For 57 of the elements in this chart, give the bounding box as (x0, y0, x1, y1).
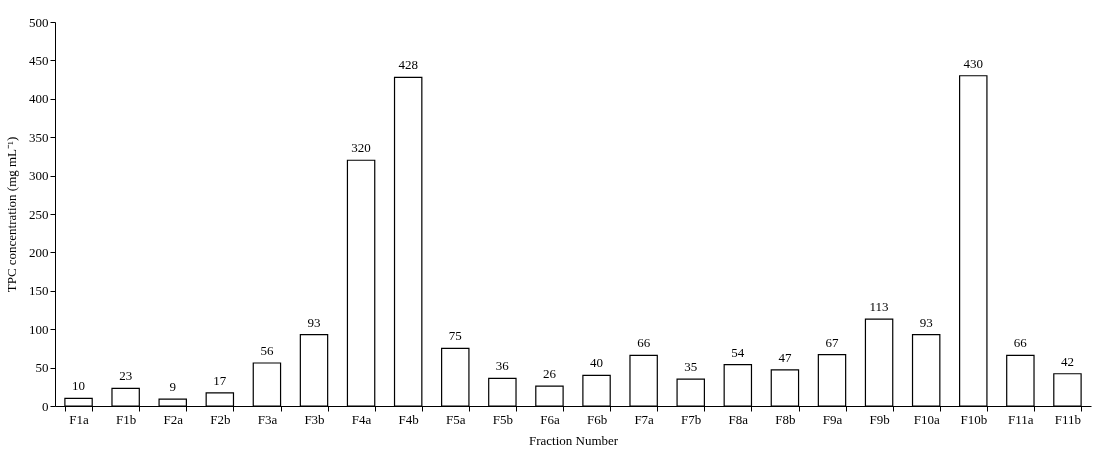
data-label: 9 (169, 379, 176, 395)
x-tick-label: F11b (1054, 411, 1082, 427)
x-tick-label: F5b (492, 411, 513, 427)
data-label: 93 (919, 314, 933, 330)
x-tick-label: F3a (257, 411, 278, 427)
x-tick-label: F10a (913, 411, 940, 427)
data-label: 36 (495, 358, 510, 374)
x-tick-label: F10b (960, 411, 988, 427)
data-label: 17 (213, 372, 227, 388)
data-label: 66 (637, 335, 651, 351)
data-label: 430 (963, 55, 984, 71)
y-tick-label: 100 (29, 321, 49, 337)
y-axis-title: TPC concentration (mg mL⁻¹) (4, 136, 19, 293)
x-tick-label: F4b (398, 411, 419, 427)
x-tick-label: F7b (681, 411, 702, 427)
y-tick-label: 0 (42, 398, 49, 414)
x-tick-label: F8b (775, 411, 796, 427)
x-tick-label: F7a (634, 411, 655, 427)
data-label: 35 (684, 359, 698, 375)
x-tick-label: F9a (822, 411, 843, 427)
x-tick-label: F3b (304, 411, 325, 427)
data-label: 23 (119, 368, 133, 384)
y-tick-label: 400 (29, 91, 49, 107)
y-tick-label: 300 (29, 168, 49, 184)
data-label: 66 (1013, 335, 1028, 351)
x-tick-label: F1a (69, 411, 90, 427)
data-label: 428 (398, 57, 418, 73)
x-tick-label: F6b (586, 411, 608, 427)
x-tick-label: F8a (728, 411, 749, 427)
data-label: 47 (778, 349, 792, 365)
x-tick-label: F6a (540, 411, 560, 427)
data-label: 42 (1060, 353, 1074, 369)
data-label: 56 (260, 342, 274, 358)
x-tick-label: F4a (351, 411, 372, 427)
y-tick-label: 500 (29, 14, 49, 30)
data-label: 75 (448, 328, 462, 344)
data-label: 93 (307, 314, 321, 330)
data-label: 320 (351, 140, 371, 156)
data-label: 113 (869, 299, 889, 315)
x-tick-label: F11a (1008, 411, 1034, 427)
x-tick-label: F5a (446, 411, 466, 427)
y-tick-label: 200 (29, 244, 49, 260)
x-tick-label: F2b (210, 411, 231, 427)
y-tick-label: 150 (29, 283, 49, 299)
y-tick-label: 50 (35, 360, 49, 376)
data-label: 26 (542, 366, 557, 382)
x-tick-label: F2a (163, 411, 184, 427)
y-tick-label: 350 (29, 129, 49, 145)
data-label: 40 (590, 355, 604, 371)
data-label: 54 (731, 344, 745, 360)
data-label: 10 (72, 378, 86, 394)
x-axis-title: Fraction Number (528, 432, 619, 448)
data-label: 67 (825, 334, 839, 350)
y-tick-label: 250 (29, 206, 49, 222)
y-tick-label: 450 (29, 52, 49, 68)
x-tick-label: F1b (116, 411, 137, 427)
x-tick-label: F9b (869, 411, 890, 427)
